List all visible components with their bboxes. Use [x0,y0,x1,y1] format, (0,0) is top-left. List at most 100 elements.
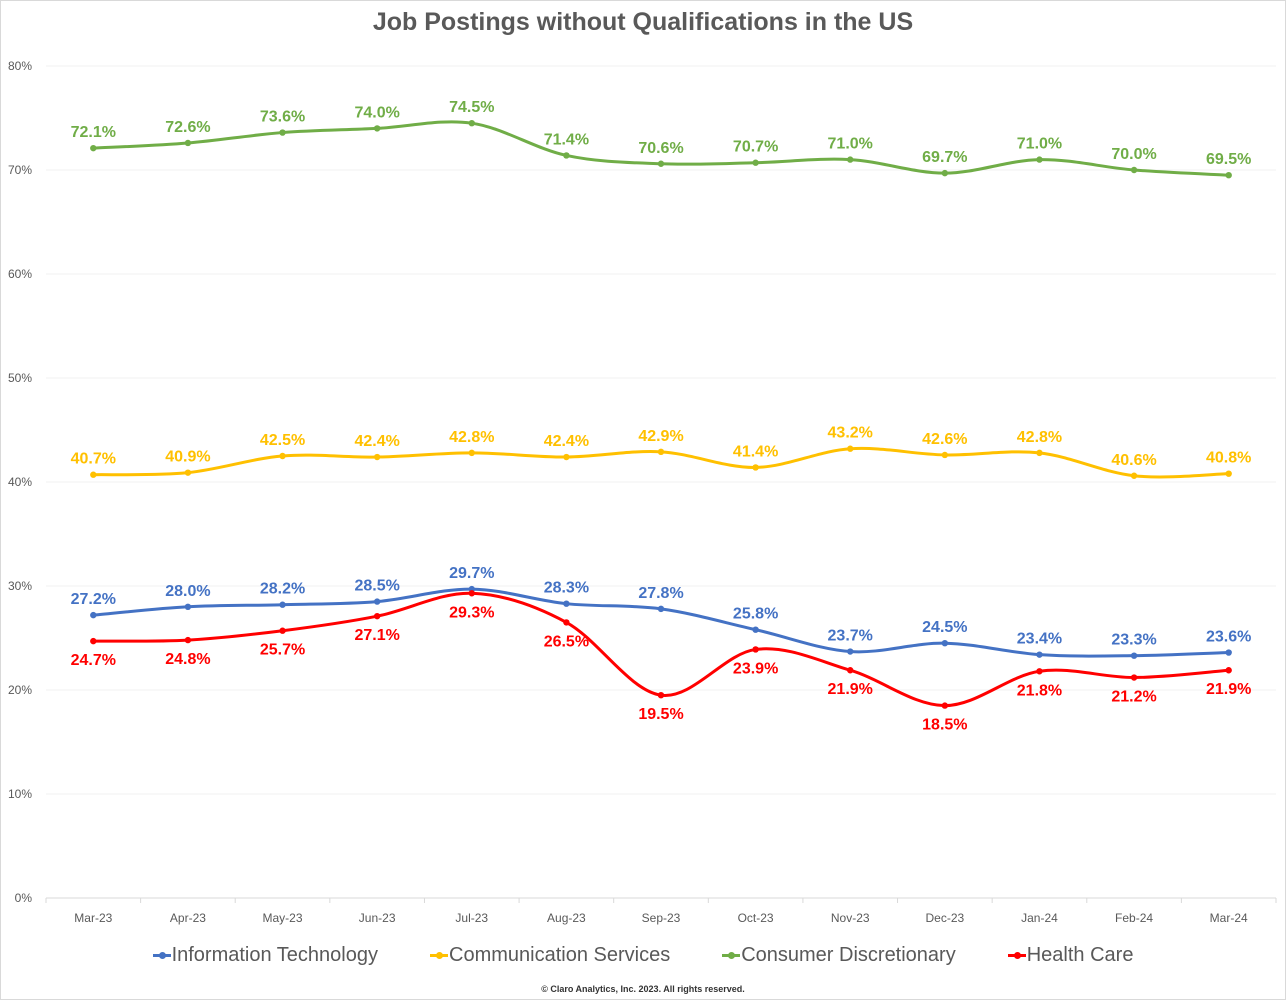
legend-item: Communication Services [430,944,670,967]
y-tick-label: 60% [8,267,32,281]
y-tick-label: 40% [8,475,32,489]
legend-line-marker-icon [152,952,171,959]
data-point [373,453,381,461]
data-label: 40.8% [1206,450,1251,467]
data-label: 27.1% [354,627,399,644]
legend-label: Health Care [1026,944,1134,966]
data-label: 25.7% [260,642,305,659]
data-point [90,471,97,478]
data-label: 27.8% [638,585,683,602]
y-tick-label: 70% [8,163,32,177]
data-point [941,640,949,647]
data-point [1225,470,1232,477]
data-point [184,636,192,644]
data-label: 42.4% [544,433,589,450]
x-tick-label: Sep-23 [642,911,681,925]
data-label: 40.6% [1111,452,1156,469]
data-label: 70.0% [1111,146,1156,163]
data-label: 24.5% [922,619,967,636]
data-label: 42.6% [922,431,967,448]
legend-label: Information Technology [171,944,378,966]
data-label: 71.0% [1017,136,1062,153]
data-point [184,469,192,476]
x-tick-label: Jan-24 [1021,911,1058,925]
data-point [563,152,570,159]
data-point [279,601,286,608]
legend-line-marker-icon [722,952,741,959]
x-tick-label: Dec-23 [926,911,965,925]
data-point [752,646,759,653]
data-point [1036,651,1043,658]
data-point [373,598,381,605]
legend-line-marker-icon [430,952,448,959]
data-point [279,129,286,136]
data-point [1225,172,1232,179]
data-label: 29.3% [449,604,494,621]
data-label: 42.4% [354,433,399,450]
data-point [279,452,286,460]
data-label: 70.7% [733,139,778,156]
x-tick-label: May-23 [263,911,303,925]
x-tick-label: Mar-23 [74,911,112,925]
data-label: 71.4% [544,131,589,148]
data-label: 74.5% [449,99,494,116]
legend-label: Communication Services [449,944,671,966]
data-point [941,451,949,459]
y-tick-label: 10% [8,787,32,801]
data-label: 43.2% [828,425,873,442]
data-label: 24.7% [71,652,116,669]
data-label: 28.0% [165,583,210,600]
data-point [468,590,475,597]
data-label: 23.3% [1111,632,1156,649]
x-tick-label: Mar-24 [1210,911,1248,925]
data-label: 23.6% [1206,629,1251,646]
data-label: 71.0% [828,136,873,153]
data-label: 21.9% [1206,681,1251,698]
data-label: 23.4% [1017,631,1062,648]
data-point [847,445,854,452]
data-label: 24.8% [165,651,210,668]
data-label: 21.8% [1017,682,1062,699]
data-label: 70.6% [638,140,683,157]
y-tick-label: 20% [8,683,32,697]
data-point [90,637,97,645]
data-label: 25.8% [733,606,778,623]
data-point [752,159,759,166]
data-label: 29.7% [449,565,494,582]
y-tick-label: 80% [8,59,32,73]
data-label: 69.7% [922,149,967,166]
data-label: 23.7% [828,628,873,645]
data-point [847,648,854,655]
data-point [468,449,475,457]
data-point [563,600,570,607]
y-tick-label: 50% [8,371,32,385]
legend-item: Information Technology [152,944,378,967]
data-label: 40.9% [165,449,210,466]
data-label: 19.5% [638,706,683,723]
legend-item: Health Care [1007,944,1134,967]
data-point [184,139,192,147]
x-tick-label: Jul-23 [455,911,488,925]
data-label: 18.5% [922,717,967,734]
data-label: 21.2% [1111,689,1156,706]
chart-title: Job Postings without Qualifications in t… [372,8,914,36]
data-point [1130,472,1138,479]
data-point [373,612,381,620]
data-point [563,619,570,626]
data-label: 42.5% [260,432,305,449]
data-point [468,120,475,127]
data-label: 74.0% [354,104,399,121]
data-label: 26.5% [544,633,589,650]
data-label: 42.8% [449,429,494,446]
data-point [1225,649,1232,656]
data-point [373,125,381,132]
data-label: 72.1% [71,124,116,141]
data-label: 72.6% [165,119,210,136]
data-point [1130,674,1138,681]
data-point [563,453,570,461]
x-tick-label: Jun-23 [359,911,396,925]
data-label: 73.6% [260,109,305,126]
copyright-footer: © Claro Analytics, Inc. 2023. All rights… [541,984,745,994]
data-point [90,611,97,619]
